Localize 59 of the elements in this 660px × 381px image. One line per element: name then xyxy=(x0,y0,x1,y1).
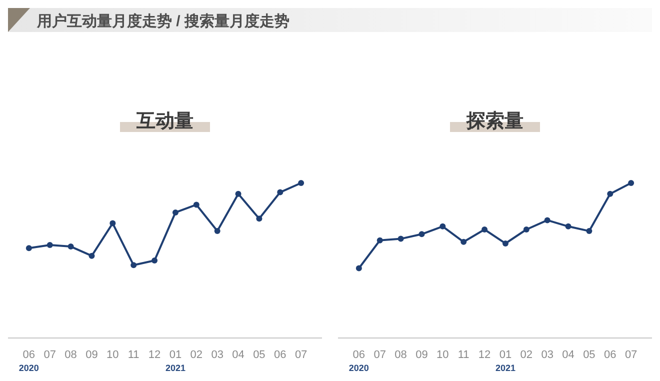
point xyxy=(376,237,383,244)
x-tick-label: 02 xyxy=(190,349,203,361)
point xyxy=(110,220,116,226)
x-tick-label: 07 xyxy=(374,349,386,361)
x-tick-label: 02 xyxy=(520,349,533,361)
point xyxy=(26,245,32,252)
x-tick-label: 03 xyxy=(541,349,554,361)
x-tick-label: 06 2020 xyxy=(18,349,39,373)
point xyxy=(235,190,242,197)
x-tick-label: 07 xyxy=(624,349,638,361)
point xyxy=(68,244,74,250)
point xyxy=(607,190,614,197)
point xyxy=(214,228,220,234)
point xyxy=(544,217,550,224)
point xyxy=(88,252,95,259)
x-tick-label: 08 xyxy=(64,349,77,361)
x-tick-label: 06 2020 xyxy=(348,349,369,373)
point xyxy=(356,265,362,272)
x-tick-label: 10 xyxy=(106,349,119,361)
x-tick-label: 09 xyxy=(416,349,428,361)
x-tick-label: 04 xyxy=(232,349,244,361)
point xyxy=(440,223,446,230)
x-tick-label: 07 xyxy=(44,349,56,361)
point xyxy=(586,228,592,234)
point xyxy=(298,180,304,186)
point xyxy=(482,226,488,232)
x-tick-label: 08 xyxy=(394,349,407,361)
x-tick-label: 07 xyxy=(294,349,308,361)
point xyxy=(460,238,467,245)
x-tick-label: 05 xyxy=(583,349,596,361)
x-tick-label: 12 xyxy=(478,349,491,361)
x-tick-label: 03 xyxy=(211,349,224,361)
point xyxy=(628,180,634,186)
x-tick-label: 09 xyxy=(86,349,98,361)
x-tick-label: 01 2021 xyxy=(165,349,186,373)
x-tick-label: 06 xyxy=(604,349,616,361)
point xyxy=(398,236,404,242)
x-tick-label: 01 2021 xyxy=(495,349,516,373)
x-tick-label: 06 xyxy=(274,349,286,361)
point xyxy=(172,209,178,216)
x-tick-label: 05 xyxy=(253,349,266,361)
x-tick-label: 11 xyxy=(128,349,140,361)
chart-title: 互动量 xyxy=(136,111,194,132)
x-tick-label: 11 xyxy=(458,349,470,361)
point xyxy=(523,226,530,232)
point xyxy=(418,231,425,238)
x-tick-label: 04 xyxy=(562,349,574,361)
point xyxy=(152,258,158,264)
chart-title: 探索量 xyxy=(466,110,524,132)
x-tick-label: 10 xyxy=(436,349,449,361)
point xyxy=(277,189,284,196)
point xyxy=(46,242,53,248)
text: 用户互动量月度走势 / 搜索量月度走势 xyxy=(36,12,290,30)
x-tick-label: 12 xyxy=(148,349,161,361)
point xyxy=(565,223,572,230)
point xyxy=(130,262,137,268)
point xyxy=(256,216,262,222)
point xyxy=(193,202,200,208)
point xyxy=(502,240,508,246)
